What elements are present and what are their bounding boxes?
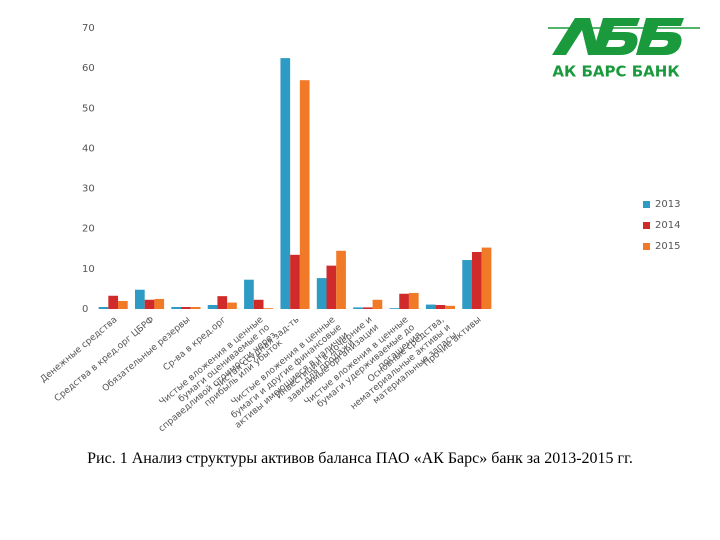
logo-text: АК БАРС БАНК xyxy=(552,63,680,81)
bar xyxy=(227,302,237,309)
bar xyxy=(435,304,446,309)
bar xyxy=(299,80,310,309)
bar xyxy=(445,305,455,309)
legend-label: 2015 xyxy=(655,241,680,252)
legend-swatch xyxy=(643,201,650,208)
y-tick-label: 60 xyxy=(82,63,95,74)
legend-swatch xyxy=(643,243,650,250)
y-tick-label: 0 xyxy=(82,304,88,315)
bar xyxy=(181,306,191,309)
bar xyxy=(98,306,109,309)
bar xyxy=(372,299,383,309)
bar xyxy=(135,289,145,309)
y-tick-label: 70 xyxy=(82,23,95,34)
bar xyxy=(389,308,400,309)
bar xyxy=(280,58,291,309)
logo-mark xyxy=(552,18,684,55)
bar xyxy=(362,307,373,309)
bar xyxy=(316,278,327,309)
bar xyxy=(290,254,300,309)
bar xyxy=(244,279,254,309)
bar xyxy=(108,295,119,309)
legend-swatch xyxy=(643,222,650,229)
bar xyxy=(171,306,182,309)
y-tick-label: 50 xyxy=(82,103,95,114)
bar xyxy=(326,265,337,309)
legend-label: 2013 xyxy=(655,199,680,210)
bar xyxy=(217,296,228,309)
bar xyxy=(353,307,363,309)
caption: Рис. 1 Анализ структуры активов баланса … xyxy=(87,450,633,467)
bar xyxy=(253,299,264,309)
bar xyxy=(399,293,409,309)
y-tick-label: 40 xyxy=(82,143,95,154)
bar xyxy=(263,308,274,309)
bar xyxy=(425,304,436,309)
bar xyxy=(144,299,155,309)
y-tick-label: 10 xyxy=(82,264,95,275)
y-tick-label: 20 xyxy=(82,224,95,235)
bar xyxy=(481,247,492,309)
y-tick-label: 30 xyxy=(82,184,95,195)
legend-label: 2014 xyxy=(655,220,680,231)
bar xyxy=(154,298,165,309)
bar xyxy=(336,250,346,309)
bar xyxy=(190,306,201,309)
bar xyxy=(207,304,218,309)
bar xyxy=(471,251,482,309)
bar xyxy=(408,292,419,309)
bar xyxy=(118,300,128,309)
bar xyxy=(462,260,472,309)
